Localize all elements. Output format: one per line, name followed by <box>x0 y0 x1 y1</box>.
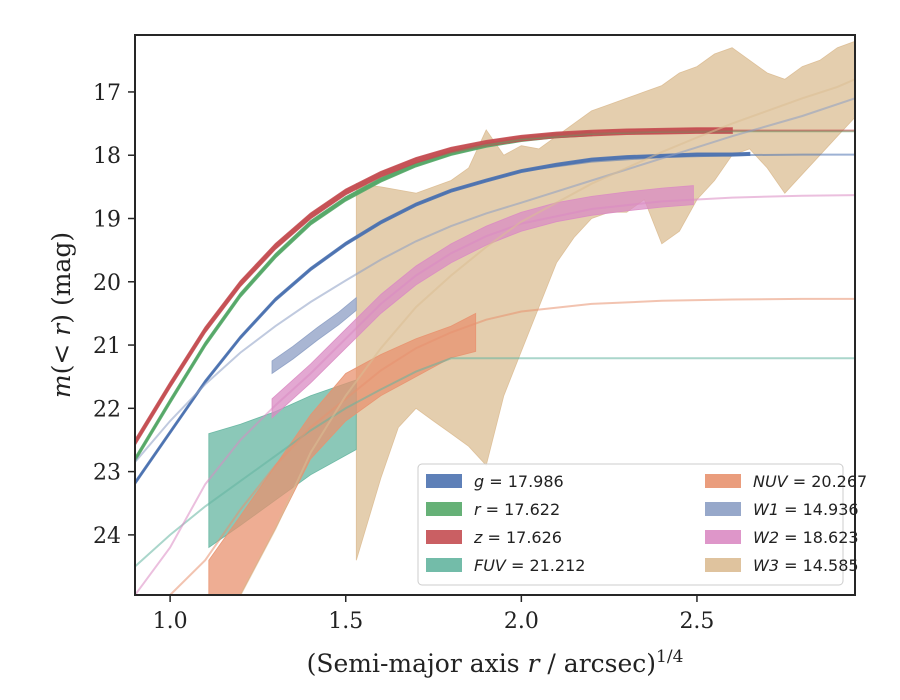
x-tick-label: 1.5 <box>328 609 363 634</box>
y-tick-label: 18 <box>93 144 121 169</box>
legend-label-nuv: NUV = 20.267 <box>753 472 867 491</box>
model-curve-g <box>135 153 855 484</box>
legend-swatch-nuv <box>705 474 741 488</box>
model-curve-w2 <box>135 194 855 595</box>
legend-label-w2: W2 = 18.623 <box>753 528 859 547</box>
legend-swatch-w2 <box>705 530 741 544</box>
legend: g = 17.986 r = 17.622 z = 17.626 FUV = 21.2… <box>417 463 867 586</box>
data-band-z <box>135 127 733 447</box>
legend-label-z: z = 17.626 <box>473 528 562 547</box>
legend-frame <box>417 463 844 586</box>
model-curve-w1 <box>135 97 855 463</box>
y-tick-label: 19 <box>93 208 121 233</box>
model-curve-fuv <box>135 357 855 568</box>
y-tick-label: 17 <box>93 81 121 106</box>
legend-swatch-z <box>426 530 462 544</box>
legend-swatch-w3 <box>705 558 741 572</box>
model-curve-w3 <box>239 78 855 595</box>
y-tick-label: 21 <box>93 334 121 359</box>
data-band-w3 <box>355 40 855 561</box>
x-axis-ticks: 1.0 1.5 2.0 2.5 <box>153 595 714 634</box>
y-axis-ticks: 17 18 19 20 21 22 23 24 <box>93 81 135 549</box>
y-axis-label: m(< r) (mag) <box>47 232 76 398</box>
x-axis-label: (Semi-major axis r / arcsec)1/4 <box>307 647 684 678</box>
legend-swatch-g <box>426 474 462 488</box>
model-curves <box>135 78 855 595</box>
y-tick-label: 24 <box>93 524 121 549</box>
model-curve-z <box>135 129 855 444</box>
model-curve-nuv <box>169 297 855 595</box>
legend-label-w3: W3 = 14.585 <box>753 556 859 575</box>
legend-label-g: g = 17.986 <box>474 472 564 491</box>
legend-swatch-fuv <box>426 558 462 572</box>
plot-frame <box>134 34 856 596</box>
y-tick-label: 20 <box>93 271 121 296</box>
data-band-w2 <box>271 185 694 419</box>
legend-swatch-w1 <box>705 502 741 516</box>
legend-label-r: r = 17.622 <box>474 500 560 519</box>
legend-label-fuv: FUV = 21.212 <box>474 556 585 575</box>
x-tick-label: 2.0 <box>504 609 539 634</box>
legend-label-w1: W1 = 14.936 <box>753 500 859 519</box>
legend-swatch-r <box>426 502 462 516</box>
x-tick-label: 1.0 <box>153 609 188 634</box>
x-tick-label: 2.5 <box>679 609 714 634</box>
y-tick-label: 23 <box>93 461 121 486</box>
y-tick-label: 22 <box>93 397 121 422</box>
data-band-w1 <box>271 296 357 375</box>
